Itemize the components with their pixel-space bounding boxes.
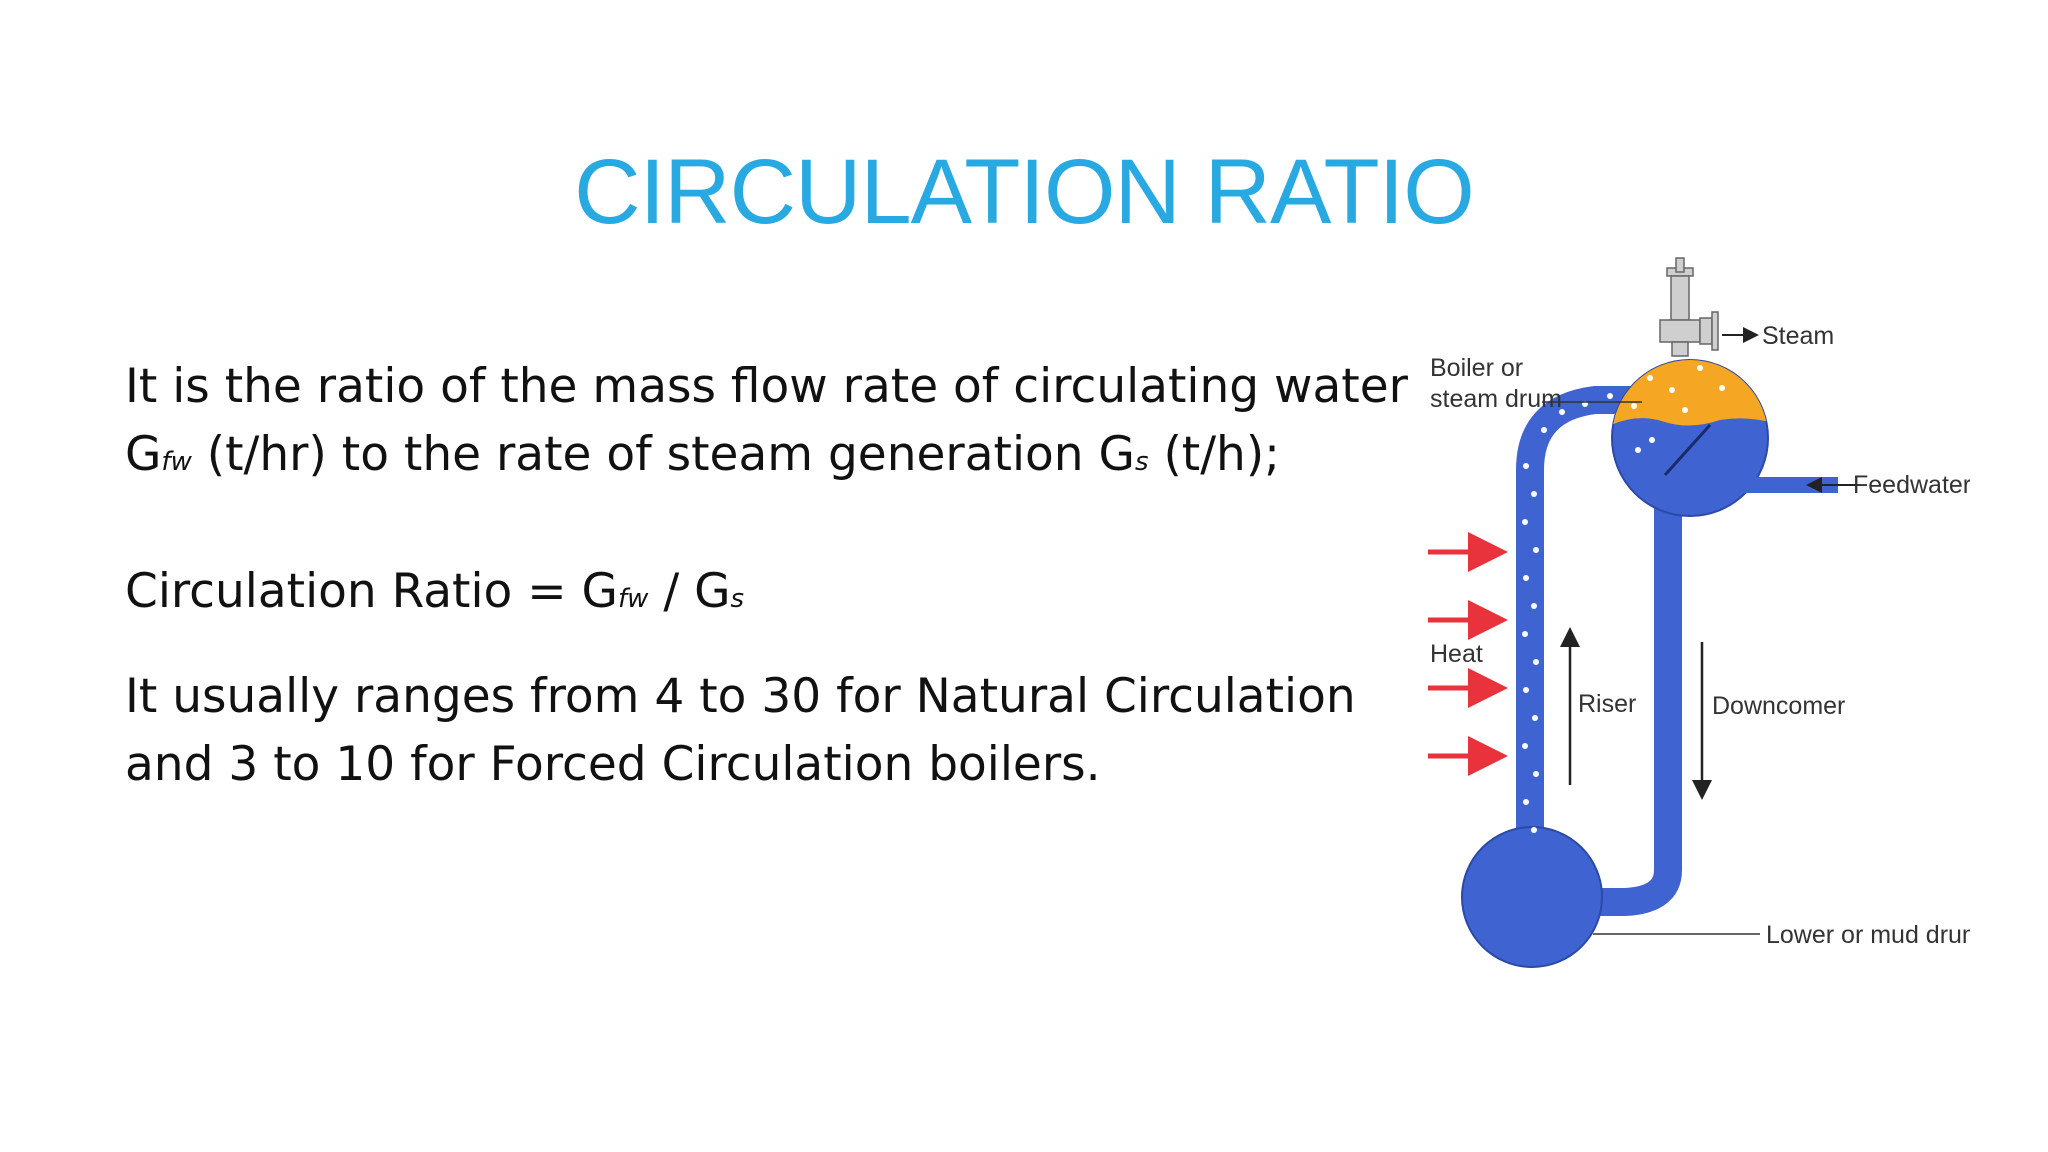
steam-bubbles (1635, 365, 1746, 453)
riser-label: Riser (1578, 690, 1636, 718)
steam-label: Steam (1762, 322, 1834, 350)
definition-line-2-end: (t/h); (1148, 427, 1280, 482)
heat-arrows (1428, 532, 1508, 776)
riser-pipe (1516, 386, 1660, 870)
s-subscript: s (1134, 447, 1149, 477)
heat-label: Heat (1430, 640, 1483, 668)
slide-title: CIRCULATION RATIO (574, 141, 1475, 243)
feedwater-pipe (1698, 477, 1838, 493)
formula-prefix: Circulation Ratio = G (125, 564, 618, 619)
mud-drum-label: Lower or mud drum (1766, 921, 1970, 949)
feedwater-label: Feedwater (1853, 471, 1970, 499)
range-line-2: and 3 to 10 for Forced Circulation boile… (125, 737, 1101, 792)
g-symbol: G (125, 427, 162, 482)
boiler-circulation-diagram: Steam Boiler or steam drum Feedwater Hea… (1428, 257, 1970, 968)
definition-paragraph: It is the ratio of the mass flow rate of… (125, 353, 1425, 496)
range-line-1: It usually ranges from 4 to 30 for Natur… (125, 669, 1356, 724)
boiler-drum-label-line1: Boiler or (1430, 354, 1523, 382)
definition-line-2-text: (t/hr) to the rate of steam generation G (191, 427, 1135, 482)
downcomer-pipe (1590, 500, 1682, 916)
range-paragraph: It usually ranges from 4 to 30 for Natur… (125, 663, 1425, 799)
riser-bubbles (1522, 393, 1637, 833)
fw-subscript: fw (161, 447, 192, 477)
definition-line-1: It is the ratio of the mass flow rate of… (125, 359, 1408, 414)
formula-fw-subscript: fw (617, 584, 649, 614)
downcomer-label: Downcomer (1712, 692, 1845, 720)
formula-s-subscript: s (730, 584, 745, 614)
mud-drum (1461, 826, 1603, 968)
formula-divider: / G (648, 564, 731, 619)
drum-baffle (1663, 423, 1712, 477)
definition-line-2: Gfw (t/hr) to the rate of steam generati… (125, 421, 1425, 496)
boiler-drum-label-line2: steam drum (1430, 385, 1562, 413)
steam-valve-icon (1659, 257, 1719, 357)
formula: Circulation Ratio = Gfw / Gs (125, 558, 744, 633)
